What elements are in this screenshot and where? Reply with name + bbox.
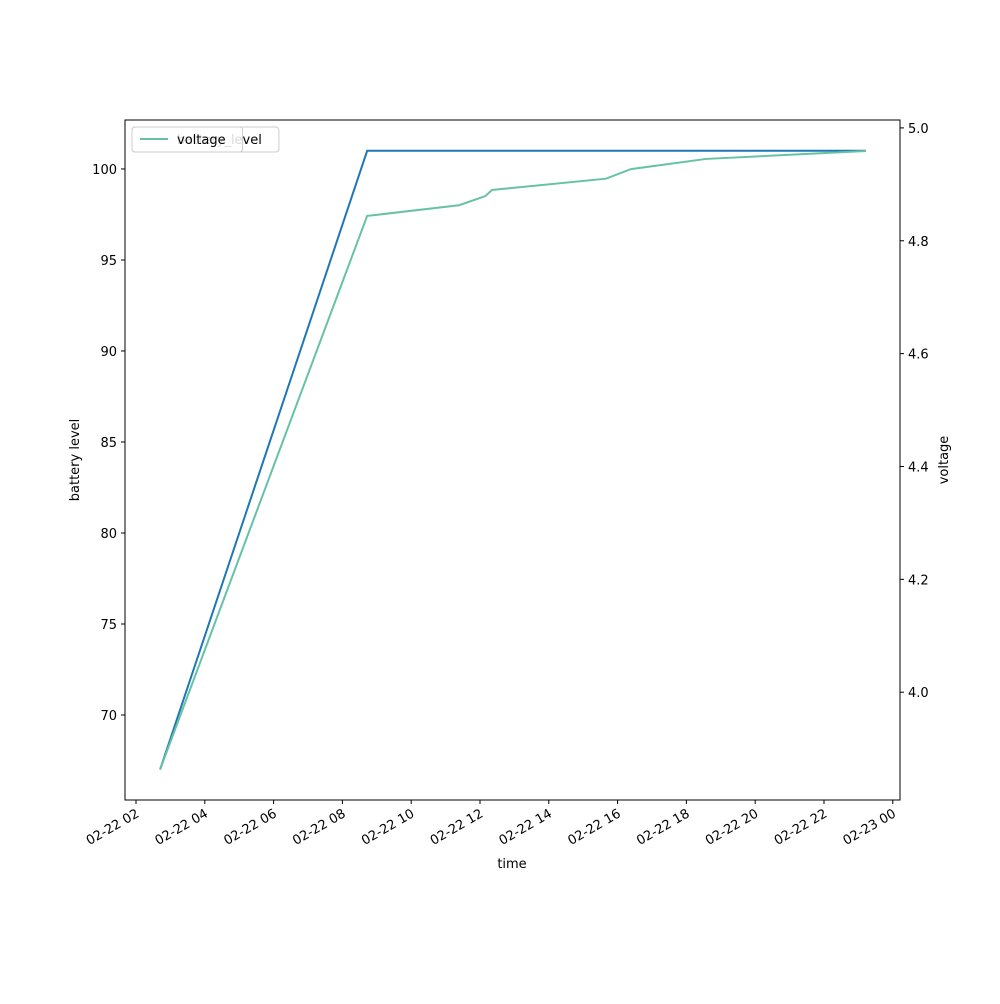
legend-label: voltage bbox=[177, 133, 226, 148]
y-tick-label: 85 bbox=[100, 436, 117, 451]
legend: voltage bbox=[131, 126, 244, 153]
y2-tick-label: 4.2 bbox=[908, 573, 929, 588]
y-tick-label: 75 bbox=[100, 618, 117, 633]
y2-tick-label: 4.4 bbox=[908, 460, 929, 475]
series-line bbox=[159, 149, 866, 770]
series-line bbox=[159, 150, 866, 770]
y-axis-label: battery level bbox=[68, 419, 83, 502]
y2-tick-label: 4.0 bbox=[908, 686, 929, 701]
plot-frame bbox=[124, 119, 901, 801]
y2-axis-label: voltage bbox=[937, 436, 952, 485]
y-tick-label: 95 bbox=[100, 254, 117, 269]
y2-tick-label: 5.0 bbox=[908, 122, 929, 137]
y-tick-label: 80 bbox=[100, 527, 117, 542]
y-tick-label: 70 bbox=[100, 709, 117, 724]
y-tick-label: 90 bbox=[100, 345, 117, 360]
y2-tick-label: 4.6 bbox=[908, 348, 929, 363]
y2-tick-label: 4.8 bbox=[908, 235, 929, 250]
x-axis-label: time bbox=[497, 857, 526, 872]
y-tick-label: 100 bbox=[92, 163, 117, 178]
legend-box bbox=[131, 126, 244, 153]
